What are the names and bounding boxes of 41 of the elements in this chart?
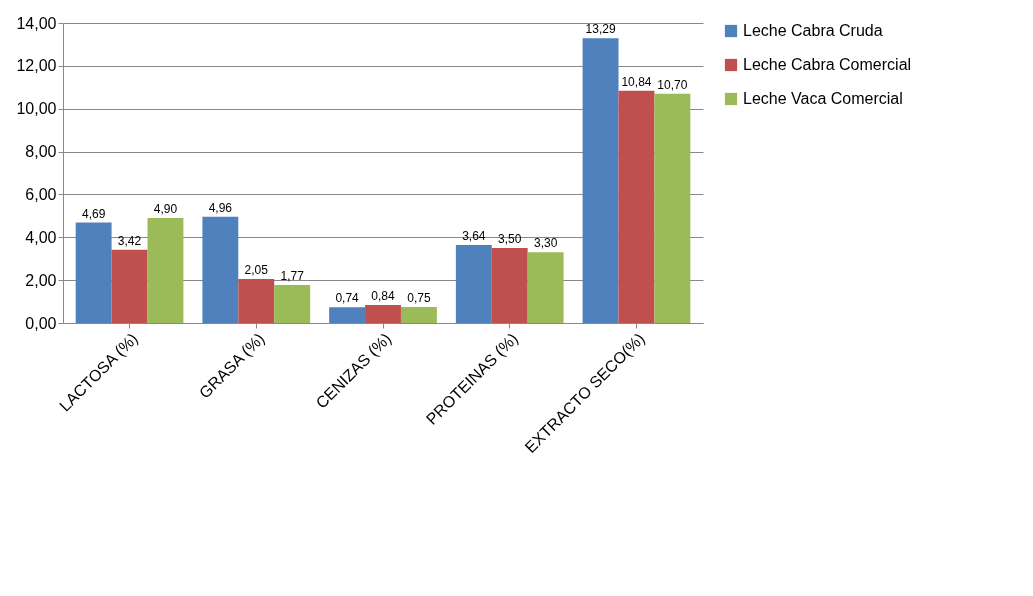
- data-label: 0,84: [371, 289, 395, 303]
- y-tick-label: 6,00: [25, 185, 57, 203]
- bar: [618, 90, 655, 323]
- legend-label: Leche Vaca Comercial: [743, 90, 903, 107]
- bar: [365, 305, 401, 323]
- bar: [455, 245, 492, 323]
- bar: [329, 307, 366, 323]
- data-label: 4,90: [153, 202, 178, 216]
- bar: [274, 285, 311, 323]
- bar: [654, 93, 691, 323]
- bar: [111, 249, 148, 323]
- data-label: 1,77: [280, 269, 305, 284]
- data-label: 4,69: [81, 206, 106, 221]
- y-tick-label: 2,00: [25, 271, 57, 289]
- data-label: 4,96: [208, 200, 233, 215]
- data-label: 3,42: [117, 233, 142, 248]
- data-label: 10,70: [657, 77, 688, 92]
- y-tick-label: 12,00: [16, 57, 57, 75]
- y-tick-label: 10,00: [16, 100, 57, 118]
- data-label: 3,64: [462, 229, 486, 243]
- bar: [400, 306, 437, 323]
- bar: [582, 38, 619, 323]
- data-label: 2,05: [244, 263, 269, 278]
- data-label: 0,75: [407, 290, 431, 305]
- y-tick-label: 0,00: [25, 314, 57, 332]
- bar: [527, 252, 564, 323]
- bar: [75, 222, 112, 323]
- data-label: 10,84: [621, 74, 652, 89]
- y-tick-label: 4,00: [25, 228, 57, 246]
- bar: [202, 216, 239, 323]
- bar: [491, 248, 528, 323]
- legend-label: Leche Cabra Cruda: [743, 22, 883, 39]
- bar: [147, 218, 184, 323]
- bar: [238, 279, 275, 323]
- data-label: 13,29: [585, 22, 616, 37]
- y-tick-label: 8,00: [25, 143, 57, 161]
- y-tick-label: 14,00: [16, 14, 57, 32]
- data-label: 0,74: [335, 291, 360, 306]
- data-label: 3,50: [498, 232, 522, 246]
- data-label: 3,30: [533, 236, 558, 251]
- legend-label: Leche Cabra Comercial: [743, 56, 912, 73]
